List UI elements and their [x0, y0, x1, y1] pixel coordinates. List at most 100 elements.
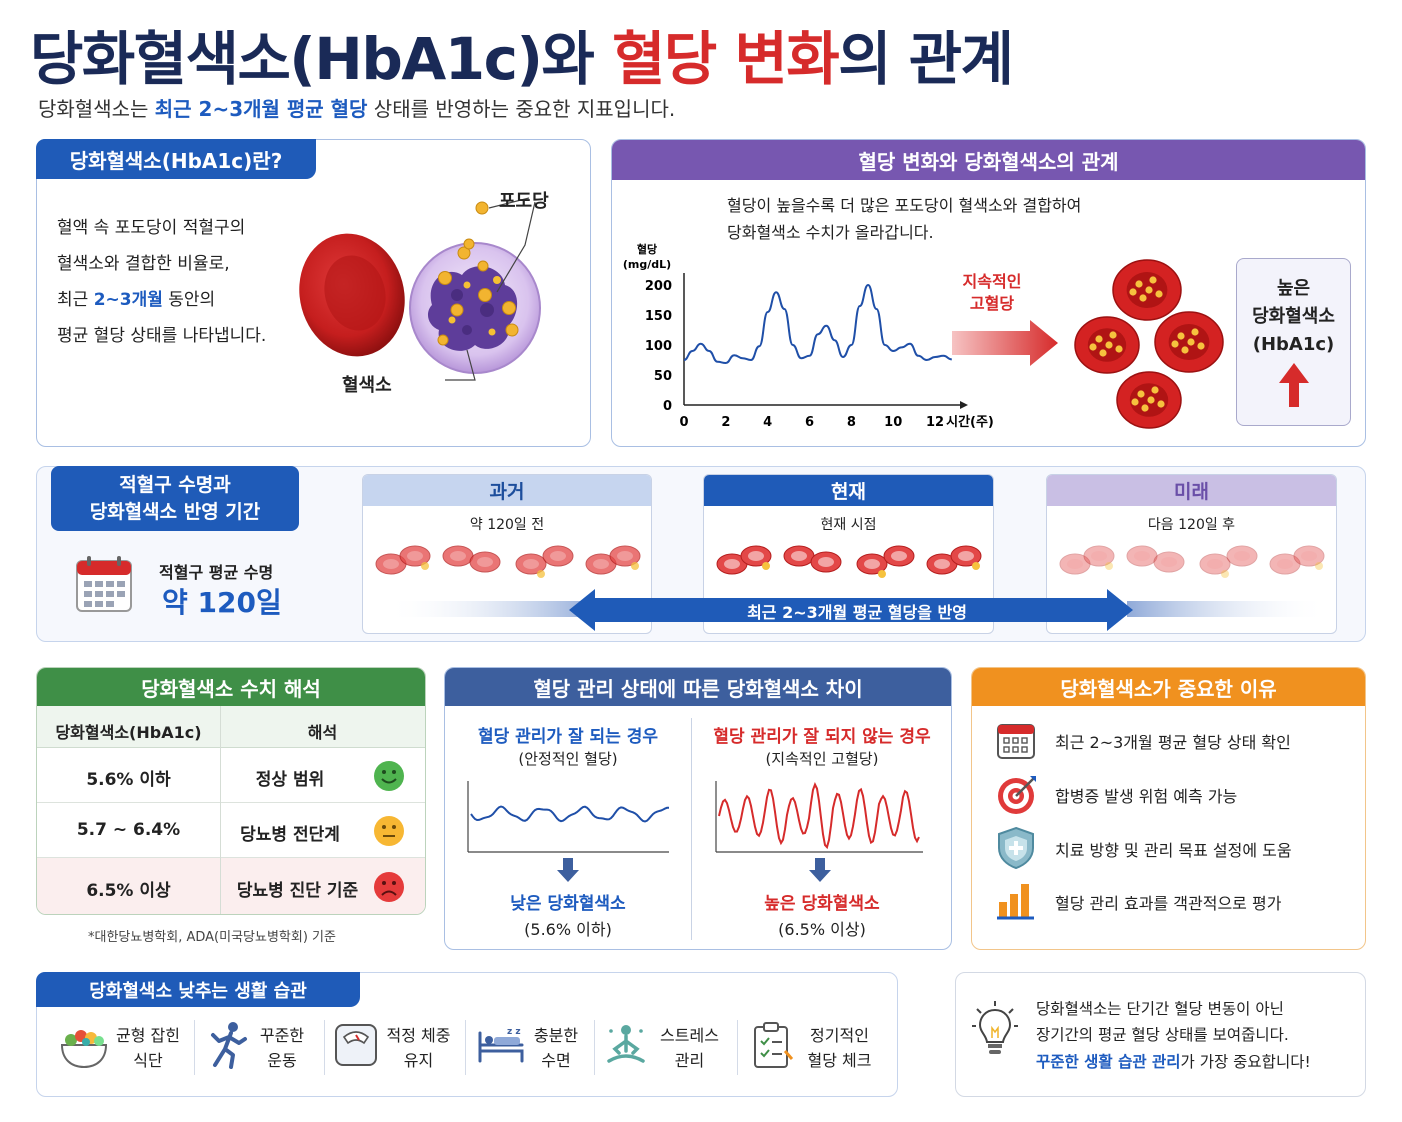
- clipboard-check-icon: [754, 1022, 793, 1068]
- page-subtitle: 당화혈색소는 최근 2~3개월 평균 혈당 상태를 반영하는 중요한 지표입니다…: [38, 97, 676, 121]
- table-header-hba1c: 당화혈색소(HbA1c): [55, 723, 202, 742]
- sustained-hyperglycemia-label: 지속적인 고혈당: [962, 272, 1022, 313]
- chart-xlabel: 시간(주): [946, 414, 994, 430]
- light-bulb-icon: [972, 1001, 1018, 1054]
- habit-diet: 균형 잡힌 식단: [116, 1026, 180, 1070]
- smile-face-icon: [374, 761, 404, 791]
- why-important-card: 당화혈색소가 중요한 이유 최근 2~3개월 평균 혈당 상태 확인 합병증 발…: [971, 667, 1366, 950]
- calendar-icon: [997, 724, 1035, 759]
- what-text-line1: 혈액 속 포도당이 적혈구의: [57, 218, 246, 238]
- table-row: [37, 858, 425, 914]
- hemoglobin-molecule-icon: [409, 201, 541, 374]
- hemoglobin-label: 혈색소: [342, 375, 392, 396]
- neutral-face-icon: [374, 816, 404, 846]
- tip-line2: 장기간의 평균 혈당 상태를 보여줍니다.: [1036, 1026, 1289, 1044]
- why-item-3: 치료 방향 및 관리 목표 설정에 도움: [1055, 841, 1292, 860]
- good-control-sub: (안정적인 혈당): [518, 750, 618, 768]
- habits-card: 당화혈색소 낮추는 생활 습관 균형 잡힌 식단 꾸준한 운동 적정 체중 유지 z …: [36, 972, 898, 1097]
- salad-bowl-icon: [60, 1030, 108, 1069]
- weight-scale-icon: [335, 1024, 377, 1066]
- hemoglobin-illustration: [299, 197, 541, 381]
- arrow-down-icon: [809, 858, 831, 882]
- meditation-icon: [607, 1025, 645, 1063]
- compare-header: 혈당 관리 상태에 따른 당화혈색소 차이: [445, 668, 951, 706]
- page-title: 당화혈색소(HbA1c)와 혈당 변화의 관계: [30, 25, 1014, 93]
- habit-check: 정기적인 혈당 체크: [807, 1026, 872, 1070]
- timeline-now-title: 현재: [704, 475, 993, 506]
- row1-meaning: 정상 범위: [255, 770, 325, 790]
- timeline-future-sub: 다음 120일 후: [1147, 517, 1236, 533]
- timeline-future-title: 미래: [1047, 475, 1336, 506]
- what-text-line4: 평균 혈당 상태를 나타냅니다.: [57, 326, 267, 346]
- lifespan-card: 적혈구 수명과 당화혈색소 반영 기간 적혈구 평균 수명 약 120일 과거 …: [36, 466, 1366, 642]
- arrow-down-icon: [557, 858, 579, 882]
- tip-line3: 꾸준한 생활 습관 관리가 가장 중요합니다!: [1036, 1053, 1311, 1071]
- running-person-icon: [211, 1022, 247, 1069]
- glycated-cells-icon: [1074, 259, 1224, 429]
- stable-glucose-chart: [467, 781, 669, 853]
- svg-text:z z: z z: [507, 1027, 521, 1037]
- future-cells-icon: [1059, 545, 1325, 578]
- arrow-up-icon: [1278, 363, 1309, 407]
- good-control-title: 혈당 관리가 잘 되는 경우: [477, 727, 659, 747]
- interpretation-card: 당화혈색소 수치 해석 당화혈색소(HbA1c) 해석 5.6% 이하 정상 범…: [36, 667, 426, 915]
- x-tick-label: 6: [805, 415, 814, 430]
- why-item-4: 혈당 관리 효과를 객관적으로 평가: [1055, 894, 1282, 913]
- habit-stress: 스트레스 관리: [660, 1026, 719, 1070]
- bar-chart-icon: [997, 884, 1034, 920]
- x-tick-label: 2: [721, 415, 730, 430]
- why-item-1: 최근 2~3개월 평균 혈당 상태 확인: [1055, 733, 1291, 752]
- relation-card: 혈당 변화와 당화혈색소의 관계 혈당이 높을수록 더 많은 포도당이 혈색소와…: [611, 139, 1366, 447]
- relation-desc1: 혈당이 높을수록 더 많은 포도당이 혈색소와 결합하여: [727, 196, 1082, 215]
- row2-meaning: 당뇨병 전단계: [240, 825, 340, 845]
- glucose-label: 포도당: [499, 191, 549, 212]
- tip-box: 당화혈색소는 단기간 혈당 변동이 아닌 장기간의 평균 혈당 상태를 보여줍니…: [955, 972, 1366, 1097]
- what-is-hba1c-tab: 당화혈색소(HbA1c)란?: [36, 139, 316, 179]
- row1-value: 5.6% 이하: [86, 770, 171, 790]
- arrow-right-icon: [952, 320, 1058, 366]
- y-tick-label: 150: [645, 309, 672, 324]
- high-hba1c-result: 높은 당화혈색소: [764, 894, 880, 914]
- compare-card: 혈당 관리 상태에 따른 당화혈색소 차이 혈당 관리가 잘 되는 경우 (안정…: [444, 667, 952, 950]
- y-tick-label: 100: [645, 339, 672, 354]
- target-icon: [998, 776, 1036, 814]
- y-tick-label: 200: [645, 279, 672, 294]
- red-blood-cell-icon: [299, 233, 405, 357]
- why-important-header: 당화혈색소가 중요한 이유: [972, 668, 1365, 706]
- habit-weight: 적정 체중 유지: [386, 1026, 451, 1070]
- table-header-meaning: 해석: [307, 723, 338, 742]
- timeline-past-title: 과거: [363, 475, 651, 506]
- row3-meaning: 당뇨병 진단 기준: [236, 881, 359, 901]
- poor-control-sub: (지속적인 고혈당): [765, 750, 879, 768]
- what-is-hba1c-card: 당화혈색소(HbA1c)란? 혈액 속 포도당이 적혈구의 혈색소와 결합한 비…: [36, 139, 591, 447]
- reflection-period-text: 최근 2~3개월 평균 혈당을 반영: [747, 603, 967, 622]
- sad-face-icon: [374, 872, 404, 902]
- habit-sleep: 충분한 수면: [533, 1026, 579, 1070]
- y-tick-label: 0: [663, 399, 672, 414]
- glucose-line-chart: 혈당 (mg/dL) 0 50 100 150 200 0 2 4 6 8 10 12 시간(주): [623, 242, 994, 430]
- lifespan-value: 약 120일: [162, 586, 282, 619]
- calendar-icon: [76, 556, 132, 612]
- relation-header: 혈당 변화와 당화혈색소의 관계: [612, 140, 1365, 180]
- why-item-2: 합병증 발생 위험 예측 가능: [1055, 787, 1238, 806]
- what-text-line2: 혈색소와 결합한 비율로,: [57, 254, 230, 274]
- lifespan-tab: 적혈구 수명과 당화혈색소 반영 기간: [51, 466, 299, 531]
- fluctuating-glucose-chart: [715, 781, 923, 853]
- habits-tab: 당화혈색소 낮추는 생활 습관: [36, 972, 360, 1007]
- lifespan-label: 적혈구 평균 수명: [159, 563, 274, 582]
- interpretation-header: 당화혈색소 수치 해석: [37, 668, 425, 706]
- low-hba1c-range: (5.6% 이하): [524, 920, 612, 939]
- x-tick-label: 12: [926, 415, 944, 430]
- chart-ylabel-line2: (mg/dL): [623, 258, 671, 271]
- table-row: [37, 803, 425, 858]
- what-text-line3: 최근 2~3개월 동안의: [57, 290, 216, 310]
- shield-icon: [998, 826, 1034, 870]
- row3-value: 6.5% 이상: [86, 881, 171, 901]
- x-tick-label: 0: [679, 415, 688, 430]
- relation-desc2: 당화혈색소 수치가 올라갑니다.: [727, 223, 934, 242]
- x-tick-label: 8: [847, 415, 856, 430]
- x-tick-label: 4: [763, 415, 772, 430]
- sleeping-bed-icon: z z: [478, 1027, 524, 1063]
- reflection-period-arrow: [387, 589, 1327, 631]
- low-hba1c-result: 낮은 당화혈색소: [510, 894, 626, 914]
